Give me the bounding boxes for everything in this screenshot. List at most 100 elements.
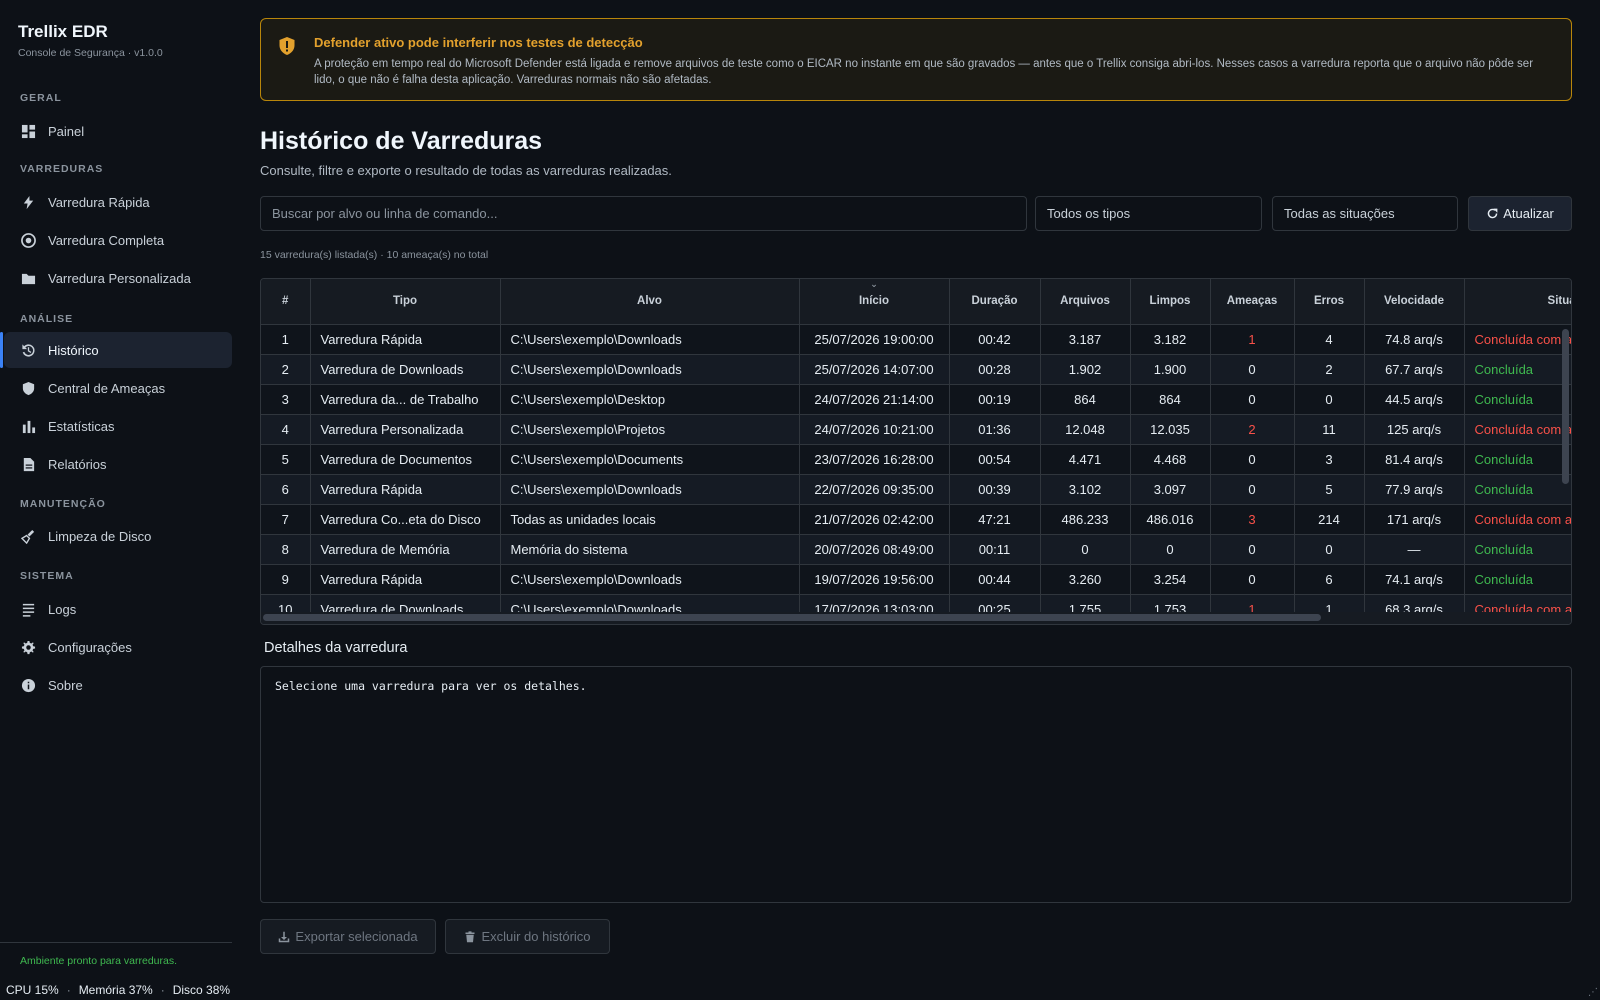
column-header-tipo[interactable]: Tipo (310, 279, 501, 325)
cell-limpos: 3.097 (1130, 474, 1211, 505)
sidebar-item-historico[interactable]: Histórico (0, 332, 232, 368)
table-row[interactable]: 3 Varredura da... de Trabalho C:\Users\exe… (261, 384, 1571, 415)
cell-ameacas: 0 (1210, 534, 1295, 565)
table-row[interactable]: 2 Varredura de Downloads C:\Users\exemplo\… (261, 354, 1571, 385)
cell-erros: 0 (1294, 534, 1365, 565)
column-header-alvo[interactable]: Alvo (500, 279, 800, 325)
table-row[interactable]: 8 Varredura de Memória Memória do sistema 2… (261, 534, 1571, 565)
sidebar-item-relatorios[interactable]: Relatórios (4, 446, 232, 482)
shield-icon (20, 380, 36, 396)
cell-inicio: 22/07/2026 09:35:00 (799, 474, 950, 505)
sidebar-item-configuracoes[interactable]: Configurações (4, 629, 232, 665)
sidebar-item-label: Varredura Rápida (48, 194, 150, 210)
cell-velocidade: 67.7 arq/s (1364, 354, 1465, 385)
cell-arquivos: 864 (1040, 384, 1131, 415)
cell-n: 9 (261, 564, 311, 595)
cell-inicio: 25/07/2026 14:07:00 (799, 354, 950, 385)
broom-icon (20, 528, 36, 544)
cell-situacao: Concluída com ameaças (1464, 504, 1571, 535)
status-message: Ambiente pronto para varreduras. (20, 955, 178, 967)
cell-limpos: 12.035 (1130, 414, 1211, 445)
table-row[interactable]: 6 Varredura Rápida C:\Users\exemplo\Downlo… (261, 474, 1571, 505)
cell-inicio: 20/07/2026 08:49:00 (799, 534, 950, 565)
horizontal-scrollbar-thumb[interactable] (263, 614, 1321, 621)
cell-inicio: 24/07/2026 10:21:00 (799, 414, 950, 445)
type-filter-select[interactable]: Todos os tipos (1035, 196, 1262, 231)
cell-ameacas: 3 (1210, 504, 1295, 535)
cell-arquivos: 486.233 (1040, 504, 1131, 535)
table-row[interactable]: 1 Varredura Rápida C:\Users\exemplo\Downlo… (261, 324, 1571, 355)
section-label-varreduras: VARREDURAS (20, 163, 104, 175)
cell-n: 8 (261, 534, 311, 565)
gear-icon (20, 639, 36, 655)
sidebar-item-varredura-rapida[interactable]: Varredura Rápida (4, 184, 232, 220)
cell-velocidade: 44.5 arq/s (1364, 384, 1465, 415)
cell-n: 2 (261, 354, 311, 385)
cell-ameacas: 0 (1210, 474, 1295, 505)
search-input[interactable]: Buscar por alvo ou linha de comando... (260, 196, 1027, 231)
sidebar-item-label: Configurações (48, 639, 132, 655)
sidebar: Trellix EDR Console de Segurança · v1.0.… (0, 0, 240, 980)
sidebar-item-varredura-completa[interactable]: Varredura Completa (4, 222, 232, 258)
cell-inicio: 24/07/2026 21:14:00 (799, 384, 950, 415)
details-panel[interactable]: Selecione uma varredura para ver os deta… (260, 666, 1572, 903)
sidebar-item-label: Varredura Personalizada (48, 270, 191, 286)
cell-situacao: Concluída (1464, 564, 1571, 595)
cell-duracao: 00:28 (949, 354, 1041, 385)
cell-duracao: 00:19 (949, 384, 1041, 415)
status-filter-select[interactable]: Todas as situações (1272, 196, 1458, 231)
cell-alvo: C:\Users\exemplo\Downloads (500, 474, 800, 505)
table-row[interactable]: 7 Varredura Co...eta do Disco Todas as uni… (261, 504, 1571, 535)
table-row[interactable]: 5 Varredura de Documentos C:\Users\exemplo… (261, 444, 1571, 475)
sidebar-item-label: Limpeza de Disco (48, 528, 152, 544)
section-label-geral: GERAL (20, 92, 62, 104)
cell-tipo: Varredura Rápida (310, 564, 501, 595)
column-header-duracao[interactable]: Duração (949, 279, 1041, 325)
cell-situacao: Concluída (1464, 534, 1571, 565)
column-header-number[interactable]: # (261, 279, 311, 325)
column-header-erros[interactable]: Erros (1294, 279, 1365, 325)
delete-history-button[interactable]: Excluir do histórico (445, 919, 610, 954)
cell-ameacas: 0 (1210, 444, 1295, 475)
cell-alvo: C:\Users\exemplo\Downloads (500, 564, 800, 595)
cell-inicio: 21/07/2026 02:42:00 (799, 504, 950, 535)
cell-arquivos: 3.260 (1040, 564, 1131, 595)
cell-inicio: 23/07/2026 16:28:00 (799, 444, 950, 475)
column-header-situacao[interactable]: Situação (1464, 279, 1571, 325)
cell-erros: 11 (1294, 414, 1365, 445)
sidebar-item-limpeza-de-disco[interactable]: Limpeza de Disco (4, 518, 232, 554)
sidebar-item-central-de-ameacas[interactable]: Central de Ameaças (4, 370, 232, 406)
column-header-inicio[interactable]: ⌄ Início (799, 279, 950, 325)
cell-situacao: Concluída (1464, 384, 1571, 415)
table-row[interactable]: 10 Varredura de Downloads C:\Users\exemplo… (261, 594, 1571, 624)
cell-situacao: Concluída (1464, 354, 1571, 385)
sidebar-item-sobre[interactable]: Sobre (4, 667, 232, 703)
history-table: # Tipo Alvo ⌄ Início Duração Arquivos Lim… (260, 278, 1572, 625)
sidebar-item-label: Estatísticas (48, 418, 115, 434)
cell-tipo: Varredura Co...eta do Disco (310, 504, 501, 535)
sidebar-item-varredura-personalizada[interactable]: Varredura Personalizada (4, 260, 232, 296)
bar-chart-icon (20, 418, 36, 434)
table-row[interactable]: 4 Varredura Personalizada C:\Users\exemplo… (261, 414, 1571, 445)
cell-tipo: Varredura da... de Trabalho (310, 384, 501, 415)
column-header-ameacas[interactable]: Ameaças (1210, 279, 1295, 325)
cell-inicio: 25/07/2026 19:00:00 (799, 324, 950, 355)
sidebar-item-painel[interactable]: Painel (4, 113, 232, 149)
sidebar-item-logs[interactable]: Logs (4, 591, 232, 627)
refresh-button[interactable]: Atualizar (1468, 196, 1572, 231)
horizontal-scrollbar-track[interactable] (261, 612, 1571, 624)
export-button[interactable]: Exportar selecionada (260, 919, 436, 954)
cell-situacao: Concluída com ameaças (1464, 414, 1571, 445)
cell-alvo: C:\Users\exemplo\Downloads (500, 354, 800, 385)
column-header-arquivos[interactable]: Arquivos (1040, 279, 1131, 325)
sidebar-item-label: Varredura Completa (48, 232, 165, 248)
cell-alvo: C:\Users\exemplo\Documents (500, 444, 800, 475)
sidebar-item-estatisticas[interactable]: Estatísticas (4, 408, 232, 444)
resize-grip-icon[interactable]: ⋰ (1588, 987, 1598, 998)
column-header-velocidade[interactable]: Velocidade (1364, 279, 1465, 325)
disk-usage: Disco 38% (172, 983, 231, 997)
cell-erros: 6 (1294, 564, 1365, 595)
table-row[interactable]: 9 Varredura Rápida C:\Users\exemplo\Downlo… (261, 564, 1571, 595)
column-header-limpos[interactable]: Limpos (1130, 279, 1211, 325)
vertical-scrollbar[interactable] (1562, 329, 1569, 484)
